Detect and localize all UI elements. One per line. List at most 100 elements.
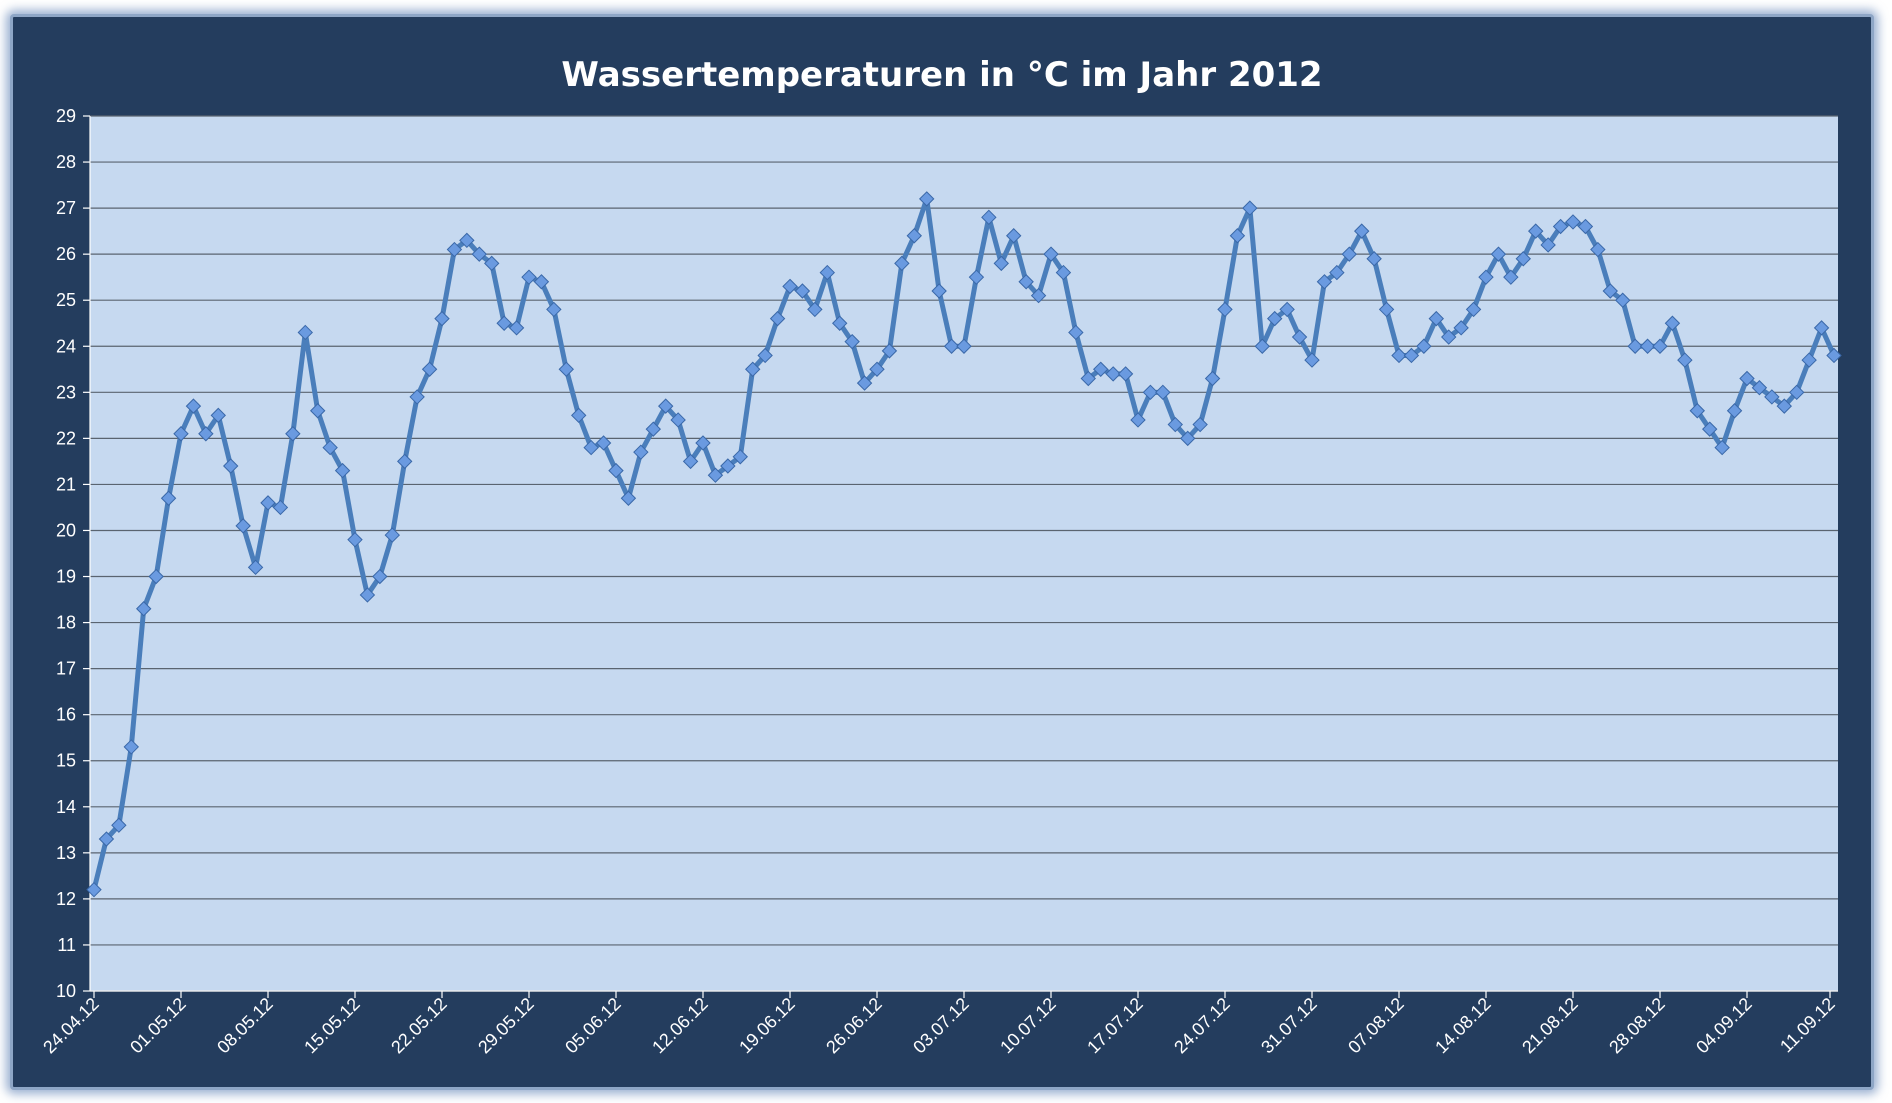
data-point bbox=[459, 232, 475, 249]
data-point bbox=[1602, 283, 1618, 299]
data-point bbox=[173, 426, 189, 442]
data-point bbox=[919, 191, 935, 207]
data-point bbox=[136, 601, 152, 617]
data-point bbox=[1428, 310, 1444, 327]
data-point bbox=[1627, 338, 1643, 354]
data-point bbox=[968, 269, 985, 285]
data-point bbox=[956, 338, 972, 354]
data-point bbox=[732, 449, 748, 465]
data-point bbox=[521, 269, 537, 285]
x-tick-label: 04.09.12 bbox=[1692, 994, 1756, 1058]
data-point bbox=[1043, 246, 1059, 262]
data-point bbox=[1117, 366, 1134, 382]
data-point bbox=[111, 817, 127, 833]
y-tick-label: 27 bbox=[56, 198, 76, 218]
data-point bbox=[1465, 301, 1482, 318]
data-point bbox=[1503, 269, 1519, 285]
plot-area bbox=[90, 116, 1838, 991]
data-point bbox=[347, 531, 363, 548]
x-tick-label: 15.05.12 bbox=[300, 994, 364, 1058]
y-tick-label: 22 bbox=[56, 428, 76, 448]
x-tick-label: 08.05.12 bbox=[213, 994, 277, 1058]
data-point bbox=[1403, 347, 1420, 364]
x-tick-label: 19.06.12 bbox=[735, 994, 799, 1058]
data-point bbox=[881, 343, 898, 359]
data-point bbox=[484, 255, 500, 272]
y-tick-label: 29 bbox=[56, 106, 76, 126]
data-point bbox=[856, 375, 873, 391]
data-point bbox=[322, 439, 338, 456]
x-tick-label: 03.07.12 bbox=[909, 994, 973, 1058]
data-point bbox=[409, 389, 425, 405]
y-tick-label: 23 bbox=[56, 382, 76, 402]
y-tick-label: 28 bbox=[56, 152, 76, 172]
data-point bbox=[1242, 200, 1258, 216]
data-point bbox=[906, 228, 922, 244]
y-tick-label: 25 bbox=[56, 290, 76, 310]
data-point bbox=[1739, 370, 1755, 387]
data-point bbox=[993, 255, 1009, 272]
data-point bbox=[1801, 352, 1817, 368]
y-tick-label: 14 bbox=[56, 797, 76, 817]
y-tick-label: 24 bbox=[56, 336, 76, 356]
data-point bbox=[1105, 366, 1121, 382]
y-tick-label: 18 bbox=[56, 613, 76, 633]
data-point bbox=[1813, 320, 1830, 336]
data-point bbox=[1552, 218, 1569, 235]
data-point bbox=[682, 453, 699, 470]
data-point bbox=[1416, 338, 1432, 354]
data-point bbox=[832, 315, 848, 331]
data-point bbox=[1515, 251, 1531, 267]
data-point bbox=[1378, 301, 1395, 318]
data-point bbox=[1726, 403, 1743, 419]
data-point bbox=[707, 467, 724, 483]
data-point bbox=[1565, 214, 1581, 230]
x-tick-label: 24.07.12 bbox=[1170, 994, 1234, 1058]
data-point bbox=[1677, 352, 1693, 368]
data-point bbox=[223, 458, 239, 474]
x-tick-label: 10.07.12 bbox=[996, 994, 1060, 1058]
data-point bbox=[1316, 274, 1333, 290]
data-point bbox=[148, 568, 164, 585]
data-point bbox=[1366, 251, 1382, 267]
data-point bbox=[571, 407, 587, 424]
data-point bbox=[446, 241, 463, 258]
data-point bbox=[1615, 292, 1631, 308]
data-point bbox=[1217, 301, 1233, 318]
data-point bbox=[1130, 412, 1146, 428]
data-point bbox=[1354, 223, 1370, 239]
data-point bbox=[794, 283, 811, 299]
data-point bbox=[1329, 264, 1345, 281]
data-point bbox=[334, 462, 351, 479]
data-point bbox=[508, 320, 525, 336]
data-point bbox=[86, 881, 102, 898]
data-point bbox=[185, 398, 202, 414]
x-tick-label: 14.08.12 bbox=[1431, 994, 1495, 1058]
data-point bbox=[745, 361, 761, 377]
data-point bbox=[359, 587, 376, 603]
data-point bbox=[1714, 439, 1730, 456]
data-point bbox=[1267, 310, 1283, 327]
y-tick-label: 13 bbox=[56, 843, 76, 863]
data-point bbox=[1155, 384, 1171, 401]
chart-svg: 10 11 12 13 14 15 16 17 18 19 20 21 22 23 24 25 26 27 28 29… bbox=[39, 106, 1842, 1058]
x-tick-label: 21.08.12 bbox=[1518, 994, 1582, 1058]
data-point bbox=[1254, 338, 1270, 354]
data-point bbox=[1030, 287, 1047, 304]
data-point bbox=[1776, 398, 1792, 414]
chart-frame: Wassertemperaturen in °C im Jahr 2012 10… bbox=[10, 14, 1874, 1090]
data-point bbox=[1304, 352, 1320, 368]
y-tick-label: 19 bbox=[56, 567, 76, 587]
data-point bbox=[1279, 301, 1295, 318]
data-point bbox=[1093, 361, 1109, 377]
data-point bbox=[1528, 223, 1544, 239]
data-point bbox=[720, 458, 736, 474]
data-point bbox=[533, 274, 550, 290]
data-point bbox=[272, 499, 289, 516]
data-point bbox=[608, 462, 624, 479]
data-point bbox=[372, 568, 388, 585]
data-point bbox=[1639, 338, 1656, 354]
y-tick-label: 26 bbox=[56, 244, 76, 264]
data-point bbox=[620, 490, 637, 506]
data-point bbox=[1490, 246, 1507, 262]
